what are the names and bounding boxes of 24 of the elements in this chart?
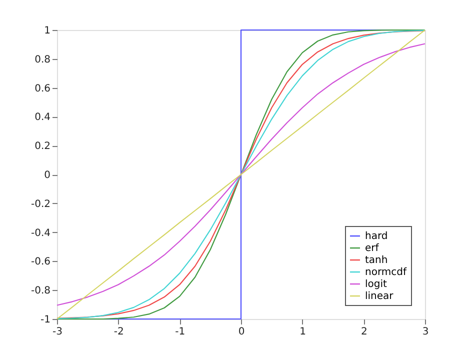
legend-label: tanh <box>365 255 388 266</box>
x-tick-label: -1 <box>175 326 186 338</box>
x-tick-label: -3 <box>52 326 62 338</box>
x-tick-label: 1 <box>300 326 306 338</box>
y-tick-label: -0.2 <box>30 198 50 210</box>
legend-label: erf <box>365 243 380 254</box>
y-tick-label: -1 <box>40 314 50 326</box>
y-tick-label: 1 <box>44 26 50 36</box>
x-tick-label: -2 <box>114 326 124 338</box>
y-tick-label: 0.8 <box>34 54 50 66</box>
x-tick-label: 2 <box>360 326 368 338</box>
legend-label: linear <box>365 291 394 302</box>
legend-label: logit <box>365 279 388 290</box>
y-tick-label: -0.4 <box>30 228 50 239</box>
x-tick-label: 0 <box>238 326 245 338</box>
x-tick-label: 3 <box>422 326 429 338</box>
legend-label: hard <box>365 231 388 242</box>
y-tick-label: 0.4 <box>34 112 50 124</box>
y-tick-label: -0.8 <box>30 286 50 297</box>
y-tick-label: 0.6 <box>34 83 50 94</box>
y-tick-label: 0.2 <box>34 141 50 152</box>
y-tick-label: -0.6 <box>30 256 50 268</box>
legend-label: normcdf <box>365 267 407 278</box>
y-tick-label: 0 <box>44 170 50 181</box>
